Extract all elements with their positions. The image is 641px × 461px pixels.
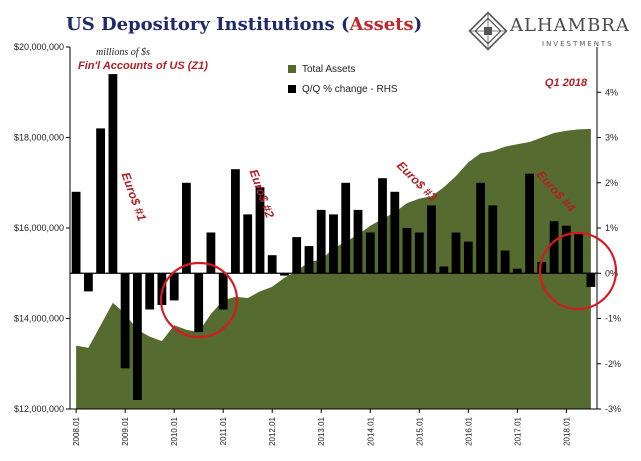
bar-qq-change — [71, 191, 81, 274]
bar-qq-change — [512, 268, 522, 274]
right-tick-label: 0% — [605, 268, 618, 278]
right-tick-label: 4% — [605, 87, 618, 97]
alhambra-logo: ALHAMBRA INVESTMENTS — [466, 9, 636, 53]
bar-qq-change — [365, 232, 375, 274]
x-tick-label: 2010.01 — [170, 416, 179, 445]
right-tick-label: 3% — [605, 133, 618, 143]
right-tick-label: -3% — [605, 404, 621, 414]
bar-qq-change — [243, 214, 253, 274]
legend-label-qq-change: Q/Q % change - RHS — [302, 84, 398, 95]
bar-qq-change — [451, 232, 461, 274]
bar-qq-change — [561, 225, 571, 274]
bar-qq-change — [525, 173, 534, 274]
bar-qq-change — [390, 191, 400, 274]
bar-qq-change — [574, 232, 583, 274]
right-tick-label: -2% — [605, 359, 621, 369]
bar-qq-change — [194, 273, 204, 333]
x-tick-label: 2016.01 — [464, 416, 473, 445]
right-tick-label: 2% — [605, 178, 618, 188]
highlight-circle — [538, 231, 618, 311]
bar-qq-change — [182, 182, 191, 274]
left-tick-label: $14,000,000 — [14, 314, 64, 324]
bar-qq-change — [537, 261, 547, 274]
legend-label-total-assets: Total Assets — [302, 64, 356, 75]
bar-qq-change — [145, 273, 155, 310]
bar-qq-change — [488, 205, 498, 274]
right-tick-label: -1% — [605, 314, 621, 324]
bar-qq-change — [316, 209, 326, 274]
bar-qq-change — [439, 266, 449, 274]
legend-qq-change: Q/Q % change - RHS — [288, 84, 398, 95]
bar-qq-change — [304, 246, 314, 274]
geometric-diamond-icon — [468, 11, 508, 51]
bar-qq-change — [133, 273, 142, 400]
bar-qq-change — [427, 205, 436, 274]
bar-qq-change — [267, 255, 277, 274]
bar-qq-change — [549, 221, 559, 274]
bar-qq-change — [84, 273, 93, 292]
bar-qq-change — [402, 228, 412, 274]
legend-swatch-area — [288, 65, 296, 73]
highlight-circle — [159, 261, 239, 339]
x-tick-label: 2014.01 — [366, 416, 375, 445]
annotation-euro-label: Euro$ #1 — [119, 170, 150, 223]
x-tick-label: 2017.01 — [513, 416, 522, 445]
annotation-q1-2018: Q1 2018 — [545, 77, 588, 89]
right-tick-label: 1% — [605, 223, 618, 233]
bar-qq-change — [586, 273, 596, 287]
bar-qq-change — [218, 273, 228, 310]
left-tick-label: $16,000,000 — [14, 223, 64, 233]
bar-qq-change — [329, 214, 338, 274]
page-title: US Depository Institutions (Assets) — [66, 14, 422, 35]
x-tick-label: 2013.01 — [317, 416, 326, 445]
title-highlight: Assets — [349, 14, 414, 35]
bar-qq-change — [120, 273, 130, 369]
bar-qq-change — [108, 74, 118, 274]
left-tick-label: $20,000,000 — [14, 42, 64, 52]
x-tick-label: 2015.01 — [415, 416, 424, 445]
x-tick-label: 2018.01 — [562, 416, 571, 445]
annotation-euro-label: Euro$ #2 — [247, 167, 278, 220]
bar-qq-change — [255, 187, 265, 274]
bar-qq-change — [353, 209, 363, 274]
units-note: millions of $s — [96, 47, 150, 58]
logo-subtitle: INVESTMENTS — [542, 40, 614, 48]
x-tick-label: 2012.01 — [268, 416, 277, 445]
annotation-euro-label: Euro$ #3 — [394, 158, 440, 204]
source-note: Fin'l Accounts of US (Z1) — [78, 60, 208, 72]
x-tick-label: 2008.01 — [72, 416, 81, 445]
bar-qq-change — [341, 182, 351, 274]
bar-qq-change — [414, 232, 424, 274]
bar-qq-change — [463, 241, 473, 274]
bar-qq-change — [476, 182, 485, 274]
bar-qq-change — [169, 273, 179, 301]
x-tick-label: 2011.01 — [219, 416, 228, 445]
bar-qq-change — [500, 250, 510, 274]
left-tick-label: $12,000,000 — [14, 404, 64, 414]
bar-qq-change — [280, 273, 289, 276]
bar-qq-change — [378, 178, 387, 274]
bar-qq-change — [292, 237, 302, 274]
legend-total-assets: Total Assets — [288, 64, 355, 75]
x-tick-label: 2009.01 — [121, 416, 130, 445]
left-tick-label: $18,000,000 — [14, 133, 64, 143]
legend-swatch-bar — [288, 85, 296, 93]
title-main: US Depository Institutions ( — [66, 14, 350, 35]
bar-qq-change — [96, 128, 105, 274]
title-end: ) — [413, 14, 423, 35]
bar-qq-change — [206, 232, 216, 274]
bar-qq-change — [231, 169, 240, 274]
logo-name: ALHAMBRA — [510, 15, 630, 36]
